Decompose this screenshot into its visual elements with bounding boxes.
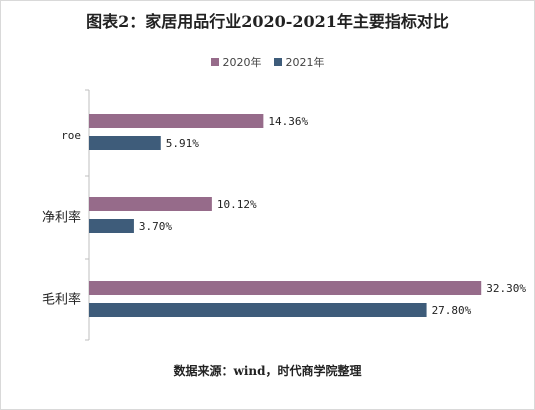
chart-title: 图表2：家居用品行业2020-2021年主要指标对比 [86, 12, 449, 31]
legend-label-2020: 2020年 [222, 56, 262, 69]
bar-2020年-净利率 [89, 197, 212, 211]
source-note: 数据来源：wind，时代商学院整理 [173, 364, 362, 378]
data-label: 27.80% [432, 304, 472, 317]
bar-2021年-净利率 [89, 219, 134, 233]
bar-2020年-毛利率 [89, 281, 482, 295]
legend-swatch-2021 [273, 58, 282, 66]
legend-item-2020: 2020年 [210, 54, 262, 70]
category-label: 毛利率 [42, 292, 81, 308]
bar-2021年-毛利率 [89, 303, 427, 317]
bar-2021年-roe [89, 136, 161, 150]
legend-label-2021: 2021年 [285, 56, 325, 69]
bar-2020年-roe [89, 114, 264, 128]
data-label: 3.70% [139, 220, 172, 233]
legend: 2020年 2021年 [0, 54, 535, 70]
category-label: 净利率 [42, 210, 81, 226]
data-label: 5.91% [166, 137, 199, 150]
data-label: 32.30% [486, 282, 526, 295]
category-label: roe [61, 129, 81, 142]
data-label: 14.36% [268, 115, 308, 128]
legend-swatch-2020 [210, 58, 219, 66]
data-label: 10.12% [217, 198, 257, 211]
legend-item-2021: 2021年 [273, 54, 325, 70]
